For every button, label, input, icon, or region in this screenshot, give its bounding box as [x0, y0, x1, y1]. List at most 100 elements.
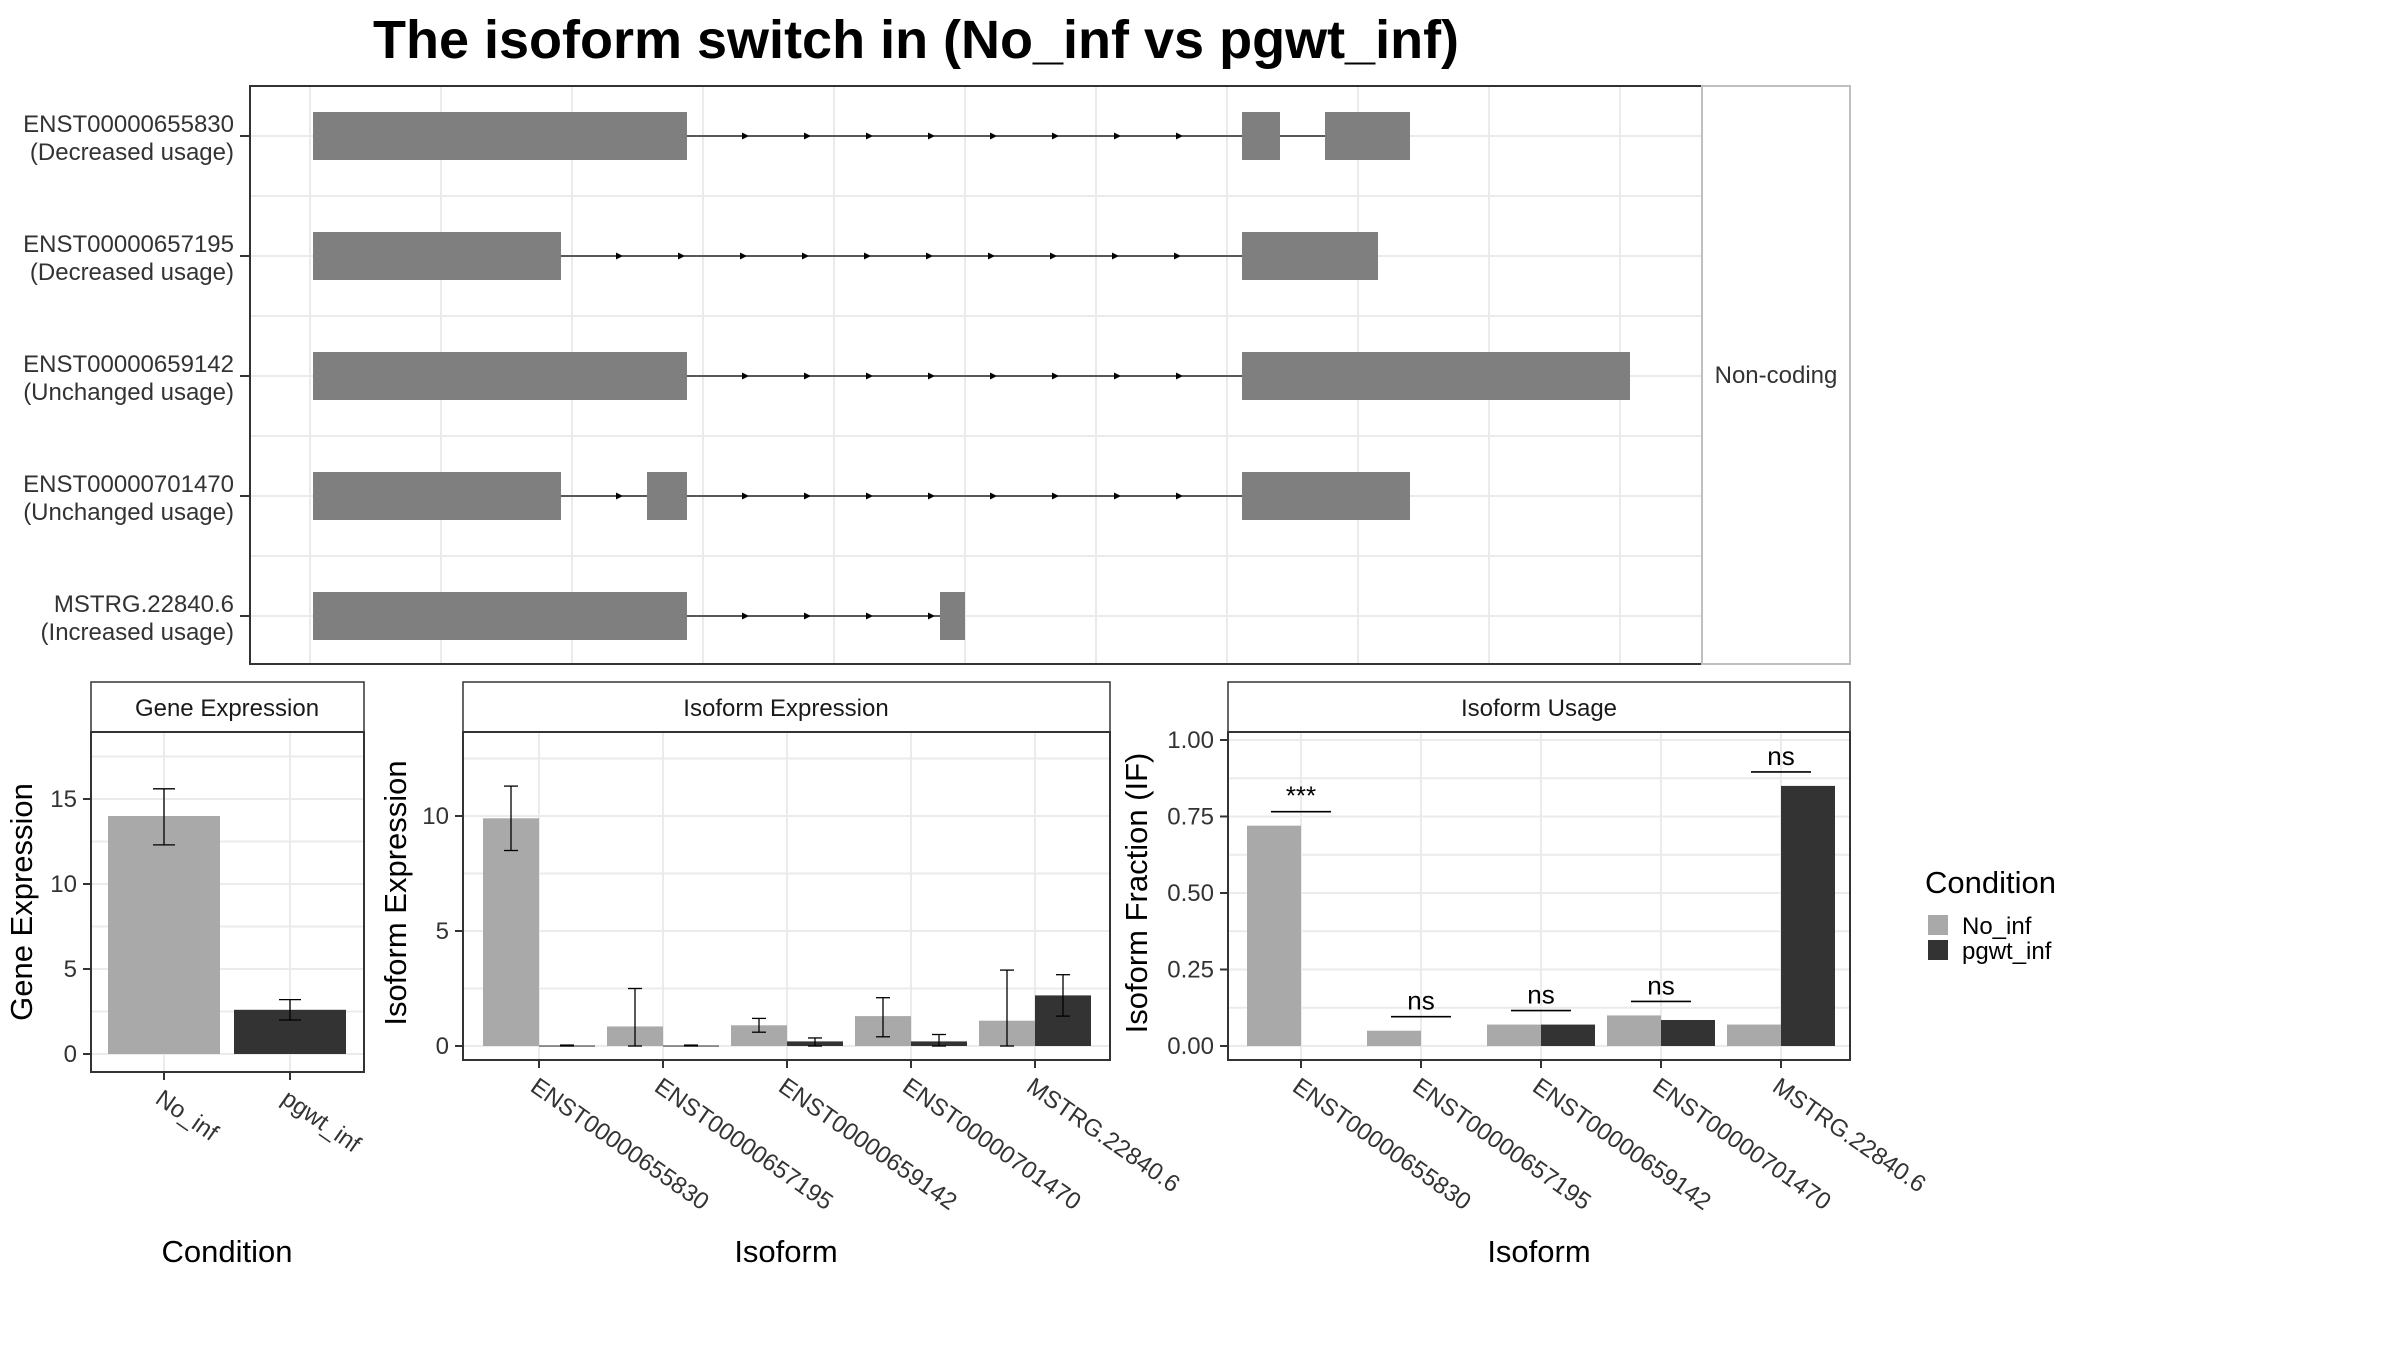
intron-arrow	[1112, 252, 1119, 260]
intron-arrow	[804, 612, 811, 620]
isoform-usage-bar	[1247, 825, 1301, 1046]
intron-arrow	[616, 492, 623, 500]
isoform-structure-panel: Non-coding ENST00000655830(Decreased usa…	[23, 85, 1851, 665]
facet-label: Non-coding	[1715, 362, 1838, 389]
isoform-expression-y-title: Isoform Expression	[378, 760, 413, 1025]
gene-expression-panel: Gene Expression 0 5 10 15 No_inf pgwt_inf Gen…	[4, 681, 366, 1269]
y-tick-label: 10	[50, 871, 77, 898]
intron-arrow	[928, 612, 935, 620]
isoform-row-id: MSTRG.22840.6	[54, 591, 234, 618]
intron-arrow	[1176, 372, 1183, 380]
isoform-expression-bar	[483, 818, 539, 1046]
y-tick-label: 0.00	[1167, 1033, 1214, 1060]
isoform-row-usage: (Unchanged usage)	[23, 499, 234, 526]
significance-label: ns	[1767, 741, 1794, 771]
gene-expression-y-title: Gene Expression	[4, 783, 39, 1021]
significance-label: ns	[1527, 980, 1554, 1010]
intron-arrow	[988, 252, 995, 260]
intron-arrow	[866, 492, 873, 500]
gene-expression-strip-label: Gene Expression	[135, 695, 319, 722]
exon-block	[313, 232, 561, 280]
facet-strip	[1701, 85, 1851, 665]
intron-arrow	[1176, 132, 1183, 140]
isoform-usage-bar	[1607, 1015, 1661, 1046]
x-tick-label: pgwt_inf	[277, 1085, 366, 1159]
y-tick-label: 1.00	[1167, 727, 1214, 754]
gene-expression-strip	[90, 681, 365, 733]
intron-arrow	[1174, 252, 1181, 260]
isoform-row-usage: (Decreased usage)	[30, 259, 234, 286]
legend-label-pgwt-inf: pgwt_inf	[1962, 938, 2052, 965]
isoform-row-id: ENST00000659142	[23, 351, 234, 378]
isoform-usage-y-title: Isoform Fraction (IF)	[1119, 753, 1154, 1034]
exon-block	[1242, 232, 1378, 280]
y-tick-label: 0.50	[1167, 880, 1214, 907]
intron-arrow	[742, 132, 749, 140]
exon-block	[1242, 472, 1410, 520]
gene-expression-bar	[108, 816, 220, 1054]
intron-arrow	[864, 252, 871, 260]
isoform-row-id: ENST00000655830	[23, 111, 234, 138]
isoform-row: ENST00000655830(Decreased usage)	[23, 111, 1410, 166]
isoform-row: MSTRG.22840.6(Increased usage)	[41, 591, 965, 646]
intron-arrow	[740, 252, 747, 260]
isoform-row-usage: (Unchanged usage)	[23, 379, 234, 406]
significance-label: ns	[1647, 970, 1674, 1000]
isoform-row-id: ENST00000701470	[23, 471, 234, 498]
intron-arrow	[928, 372, 935, 380]
y-tick-label: 10	[422, 803, 449, 830]
significance-label: ***	[1286, 781, 1316, 811]
exon-block	[1242, 352, 1630, 400]
intron-arrow	[1052, 372, 1059, 380]
intron-arrow	[802, 252, 809, 260]
isoform-usage-bar	[1541, 1024, 1595, 1046]
intron-arrow	[1114, 372, 1121, 380]
legend-title: Condition	[1925, 865, 2056, 900]
exon-block	[647, 472, 687, 520]
isoform-expression-strip-label: Isoform Expression	[683, 695, 888, 722]
exon-block	[1325, 112, 1410, 160]
y-tick-label: 0.75	[1167, 804, 1214, 831]
intron-arrow	[1176, 492, 1183, 500]
intron-arrow	[616, 252, 623, 260]
exon-block	[313, 352, 687, 400]
isoform-usage-bar	[1487, 1024, 1541, 1046]
exon-block	[940, 592, 965, 640]
isoform-expression-bar	[731, 1025, 787, 1046]
legend-swatch-no-inf	[1928, 915, 1948, 935]
intron-arrow	[1114, 132, 1121, 140]
intron-arrow	[990, 132, 997, 140]
condition-legend: Condition No_inf pgwt_inf	[1925, 865, 2056, 965]
isoform-usage-bar	[1367, 1030, 1421, 1046]
isoform-expression-x-title: Isoform	[734, 1234, 837, 1269]
intron-arrow	[926, 252, 933, 260]
intron-arrow	[866, 372, 873, 380]
isoform-usage-bar	[1727, 1024, 1781, 1046]
isoform-row-usage: (Decreased usage)	[30, 139, 234, 166]
intron-arrow	[866, 612, 873, 620]
significance-label: ns	[1407, 986, 1434, 1016]
isoform-usage-plot-area	[1227, 731, 1851, 1061]
isoform-row: ENST00000701470(Unchanged usage)	[23, 471, 1410, 526]
intron-arrow	[804, 492, 811, 500]
legend-swatch-pgwt-inf	[1928, 940, 1948, 960]
exon-block	[313, 472, 561, 520]
y-tick-label: 0	[436, 1033, 449, 1060]
isoform-row-id: ENST00000657195	[23, 231, 234, 258]
intron-arrow	[804, 132, 811, 140]
intron-arrow	[804, 372, 811, 380]
y-tick-label: 5	[436, 918, 449, 945]
exon-block	[1242, 112, 1280, 160]
intron-arrow	[742, 492, 749, 500]
isoform-expression-strip	[462, 681, 1111, 733]
isoform-usage-bar	[1781, 785, 1835, 1046]
intron-arrow	[990, 492, 997, 500]
intron-arrow	[1052, 492, 1059, 500]
gene-expression-x-title: Condition	[162, 1234, 293, 1269]
isoform-row: ENST00000657195(Decreased usage)	[23, 231, 1378, 286]
isoform-usage-strip-label: Isoform Usage	[1461, 695, 1617, 722]
intron-arrow	[1114, 492, 1121, 500]
y-tick-label: 0.25	[1167, 957, 1214, 984]
